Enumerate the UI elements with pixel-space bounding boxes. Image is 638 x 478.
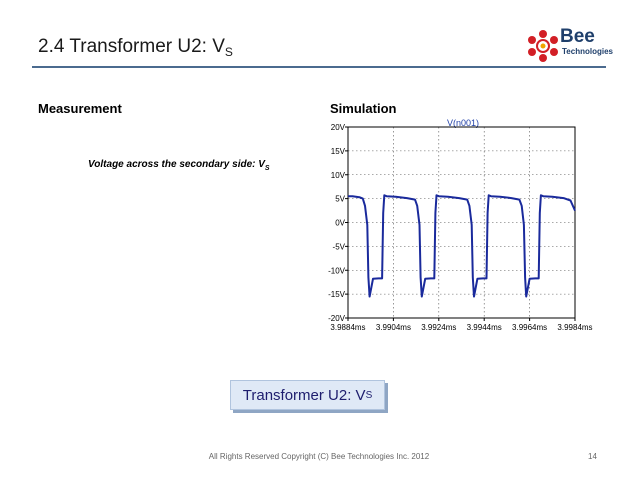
y-tick-label: 0V [335,219,345,228]
y-tick-label: -10V [328,266,346,275]
chart-legend-label: V(n001) [447,118,480,128]
x-tick-label: 3.9944ms [467,323,502,332]
x-tick-label: 3.9964ms [512,323,547,332]
x-tick-label: 3.9924ms [421,323,456,332]
simulation-header: Simulation [330,101,397,116]
y-tick-label: 20V [331,123,346,132]
y-tick-label: -20V [328,314,346,323]
bee-flower-icon [528,30,558,62]
y-tick-label: 5V [335,195,345,204]
voltage-label: Voltage across the secondary side: VS [88,159,270,172]
y-tick-label: 10V [331,171,346,180]
slide-title-subscript: S [224,45,233,59]
logo-name: Bee [560,26,595,47]
voltage-label-subscript: S [264,165,270,172]
button-label-subscript: S [365,389,373,401]
voltage-label-text: Voltage across the secondary side: V [88,159,265,170]
simulation-chart: 20V 15V 10V 5V 0V -5V -10V -15V -20V 3.9884ms 3.99… [312,118,612,342]
page-number: 14 [588,452,597,461]
y-tick-label: -5V [333,242,346,251]
measurement-header: Measurement [38,101,122,116]
slide-title: 2.4 Transformer U2: VS [38,36,233,59]
bee-logo: Bee Technologies [526,26,613,64]
x-tick-label: 3.9984ms [557,323,592,332]
y-tick-label: 15V [331,147,346,156]
logo-subtitle: Technologies [562,47,613,56]
title-divider [32,66,606,68]
x-tick-label: 3.9884ms [330,323,365,332]
copyright-footer: All Rights Reserved Copyright (C) Bee Te… [208,452,430,461]
x-tick-label: 3.9904ms [376,323,411,332]
button-label: Transformer U2: V [242,386,366,404]
series-line-vn001 [348,194,576,298]
y-tick-label: -15V [328,290,346,299]
slide-title-text: 2.4 Transformer U2: V [38,36,225,57]
